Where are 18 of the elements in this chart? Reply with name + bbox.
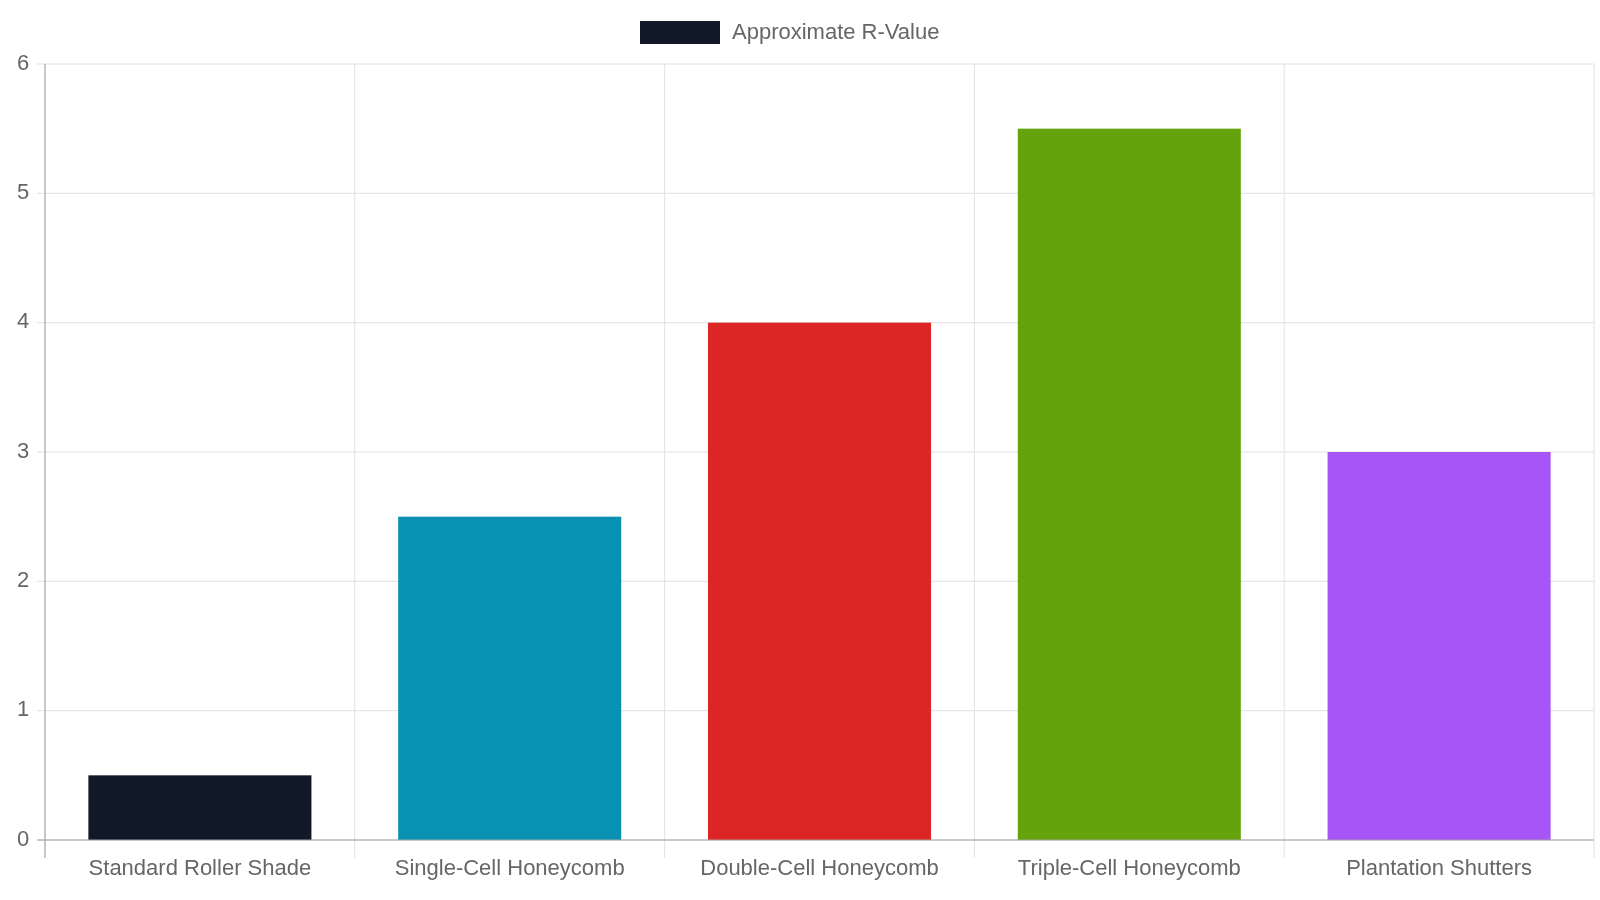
y-tick-label: 3 <box>16 437 30 463</box>
y-tick-label: 0 <box>16 825 30 851</box>
bar <box>1327 452 1551 840</box>
x-tick-label: Triple-Cell Honeycomb <box>1017 855 1241 880</box>
legend-label: Approximate R-Value <box>732 18 940 44</box>
x-tick-label: Standard Roller Shade <box>88 855 312 880</box>
bar <box>88 775 312 840</box>
x-tick-label: Double-Cell Honeycomb <box>700 855 939 880</box>
y-tick-label: 4 <box>16 308 30 334</box>
bar <box>398 516 622 840</box>
y-tick-label: 2 <box>16 567 30 593</box>
x-tick-label: Single-Cell Honeycomb <box>394 855 625 880</box>
x-tick-label: Plantation Shutters <box>1346 855 1533 880</box>
bar <box>1017 128 1241 840</box>
y-tick-label: 5 <box>16 179 30 205</box>
y-tick-label: 1 <box>16 696 30 722</box>
bar <box>707 322 932 840</box>
y-tick-label: 6 <box>16 49 30 75</box>
